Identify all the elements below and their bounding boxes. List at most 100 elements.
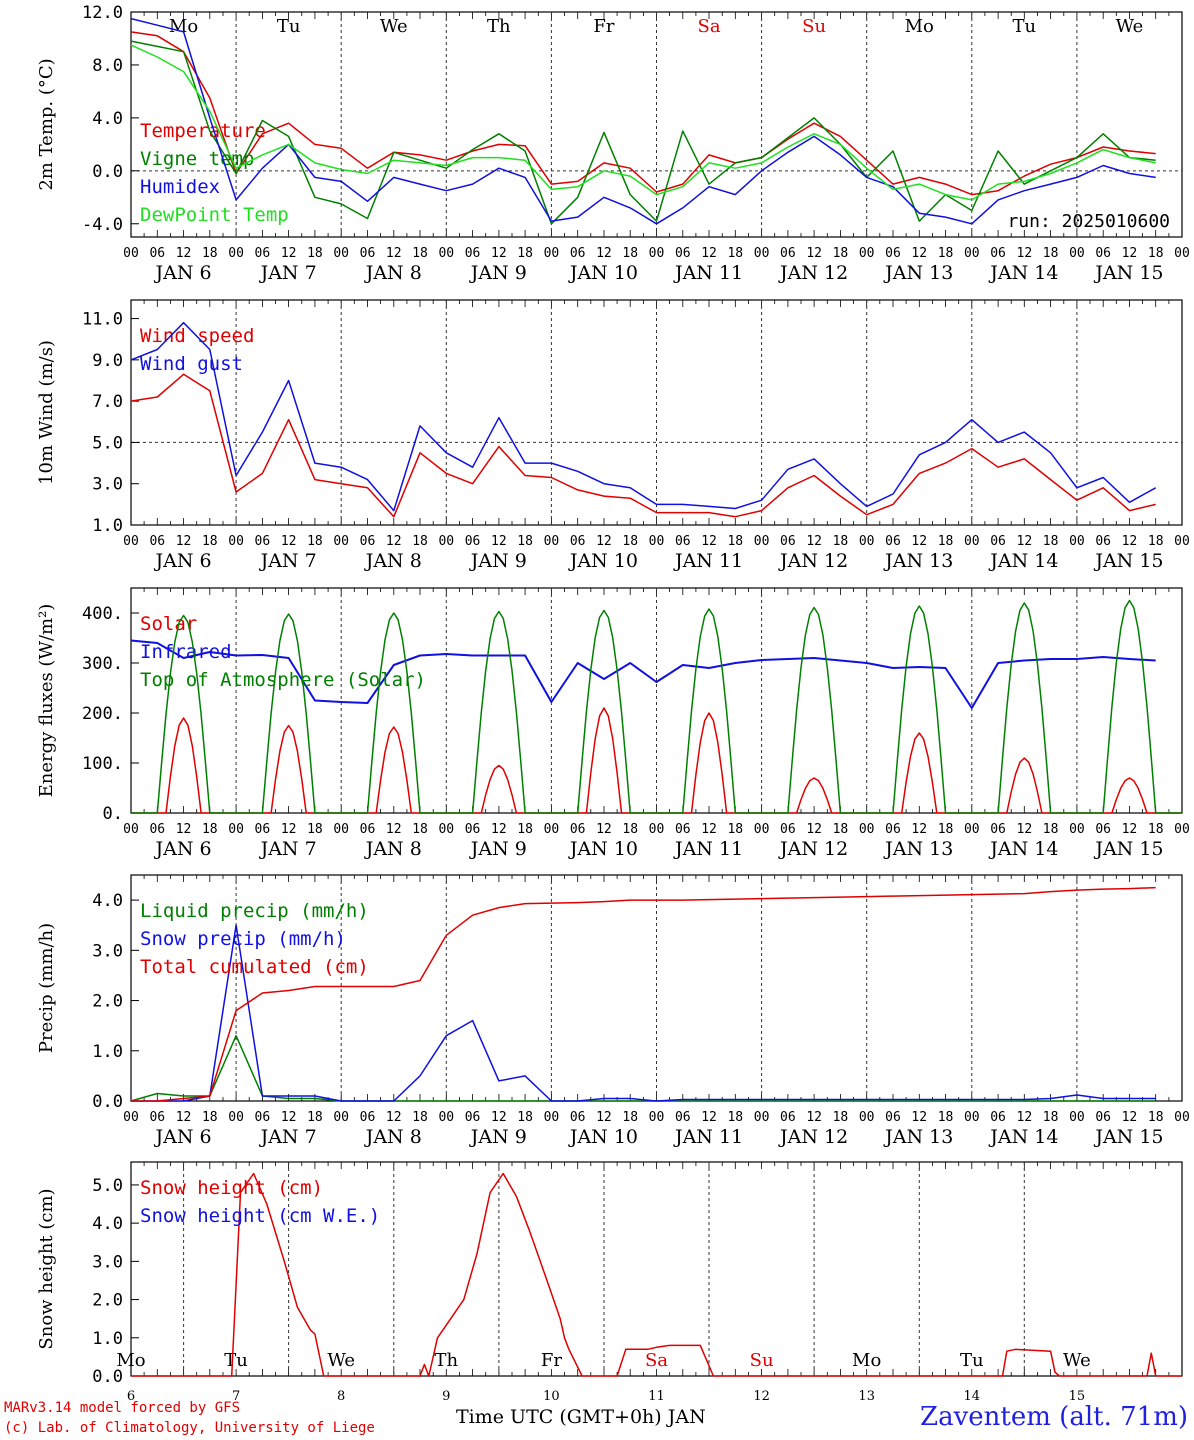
flux-date-label: JAN 15 — [1093, 838, 1163, 860]
precip-legend-entry: Liquid precip (mm/h) — [140, 900, 369, 922]
flux-hour-label: 00 — [964, 822, 980, 837]
weekday-label: Mo — [905, 16, 934, 37]
flux-hour-label: 06 — [465, 822, 481, 837]
temp-legend-entry: Temperature — [140, 120, 266, 142]
wind-hour-label: 18 — [727, 534, 743, 549]
precip-hour-label: 06 — [465, 1110, 481, 1125]
wind-hour-label: 06 — [780, 534, 796, 549]
temp-hour-label: 00 — [1069, 246, 1085, 261]
wind-hour-label: 00 — [1069, 534, 1085, 549]
flux-series-solar — [131, 707, 1182, 814]
flux-hour-label: 06 — [149, 822, 165, 837]
temp-hour-label: 06 — [570, 246, 586, 261]
flux-hour-label: 00 — [228, 822, 244, 837]
temp-hour-label: 12 — [596, 246, 612, 261]
precip-hour-label: 06 — [149, 1110, 165, 1125]
wind-hour-label: 18 — [307, 534, 323, 549]
temp-hour-label: 12 — [176, 246, 192, 261]
wind-ytick-label: 5.0 — [92, 433, 123, 453]
temp-hour-label: 00 — [544, 246, 560, 261]
precip-hour-label: 06 — [675, 1110, 691, 1125]
wind-date-label: JAN 12 — [778, 550, 848, 572]
snow-ytick-label: 5.0 — [92, 1176, 123, 1196]
wind-hour-label: 12 — [281, 534, 297, 549]
wind-series-wind-gust — [130, 321, 1157, 512]
precip-ytick-label: 3.0 — [92, 941, 123, 961]
flux-hour-label: 12 — [176, 822, 192, 837]
precip-hour-label: 06 — [1095, 1110, 1111, 1125]
precip-date-label: JAN 15 — [1093, 1126, 1163, 1148]
temp-date-label: JAN 6 — [154, 262, 212, 284]
temp-date-label: JAN 8 — [364, 262, 422, 284]
wind-date-label: JAN 6 — [154, 550, 212, 572]
flux-hour-label: 00 — [859, 822, 875, 837]
temp-series-humidex — [130, 17, 1156, 225]
wind-hour-label: 18 — [1148, 534, 1164, 549]
temp-legend-entry: Vigne temp — [140, 148, 254, 170]
run-annotation: run: 2025010600 — [1007, 211, 1170, 232]
precip-date-label: JAN 8 — [364, 1126, 422, 1148]
wind-hour-label: 00 — [228, 534, 244, 549]
wind-ylabel: 10m Wind (m/s) — [36, 340, 57, 485]
precip-hour-label: 12 — [701, 1110, 717, 1125]
precip-hour-label: 00 — [123, 1110, 139, 1125]
precip-date-label: JAN 7 — [259, 1126, 317, 1148]
wind-legend-entry: Wind gust — [140, 353, 243, 375]
weekday-label: We — [1063, 1350, 1091, 1371]
wind-hour-label: 06 — [465, 534, 481, 549]
weekday-label: Mo — [116, 1350, 145, 1371]
precip-hour-label: 18 — [307, 1110, 323, 1125]
wind-hour-label: 00 — [754, 534, 770, 549]
wind-ticks — [130, 300, 1183, 525]
precip-hour-label: 00 — [228, 1110, 244, 1125]
day-number-label: 7 — [232, 1389, 240, 1404]
weekday-label: Fr — [541, 1350, 562, 1371]
temp-hour-label: 06 — [360, 246, 376, 261]
weekday-label: Mo — [169, 16, 198, 37]
flux-hour-label: 18 — [727, 822, 743, 837]
wind-hour-label: 00 — [544, 534, 560, 549]
flux-date-label: JAN 11 — [673, 838, 743, 860]
precip-hour-label: 18 — [1043, 1110, 1059, 1125]
temp-date-label: JAN 15 — [1093, 262, 1163, 284]
lab-credit: (c) Lab. of Climatology, University of L… — [4, 1420, 375, 1436]
snow-ytick-label: 2.0 — [92, 1291, 123, 1311]
flux-hour-label: 12 — [1017, 822, 1033, 837]
precip-hour-label: 06 — [570, 1110, 586, 1125]
flux-hour-label: 12 — [911, 822, 927, 837]
temp-hour-label: 18 — [517, 246, 533, 261]
temp-hour-label: 12 — [386, 246, 402, 261]
wind-hour-label: 12 — [596, 534, 612, 549]
temp-series-temperature — [130, 31, 1156, 196]
temp-hour-label: 12 — [491, 246, 507, 261]
flux-ytick-label: 100. — [82, 754, 123, 774]
day-number-label: 10 — [543, 1389, 560, 1404]
wind-hour-label: 06 — [675, 534, 691, 549]
temp-hour-label: 06 — [675, 246, 691, 261]
wind-date-label: JAN 15 — [1093, 550, 1163, 572]
wind-date-label: JAN 7 — [259, 550, 317, 572]
precip-hour-label: 18 — [833, 1110, 849, 1125]
day-number-label: 15 — [1069, 1389, 1086, 1404]
wind-ytick-label: 7.0 — [92, 392, 123, 412]
snow-ytick-label: 1.0 — [92, 1329, 123, 1349]
flux-legend-entry: Top of Atmosphere (Solar) — [140, 669, 426, 691]
flux-hour-label: 00 — [649, 822, 665, 837]
wind-date-label: JAN 9 — [469, 550, 527, 572]
weekday-label: Fr — [593, 16, 614, 37]
temp-legend-entry: DewPoint Temp — [140, 204, 289, 226]
wind-ytick-label: 9.0 — [92, 351, 123, 371]
temp-hour-label: 06 — [255, 246, 271, 261]
temp-date-label: JAN 14 — [988, 262, 1058, 284]
flux-hour-label: 18 — [202, 822, 218, 837]
wind-hour-label: 00 — [123, 534, 139, 549]
temp-hour-label: 06 — [149, 246, 165, 261]
flux-hour-label: 00 — [1069, 822, 1085, 837]
temp-hour-label: 12 — [1017, 246, 1033, 261]
day-number-label: 11 — [648, 1389, 665, 1404]
precip-hour-label: 00 — [964, 1110, 980, 1125]
precip-legend-entry: Snow precip (mm/h) — [140, 928, 346, 950]
temp-date-label: JAN 10 — [568, 262, 638, 284]
weekday-label: Tu — [224, 1350, 248, 1371]
